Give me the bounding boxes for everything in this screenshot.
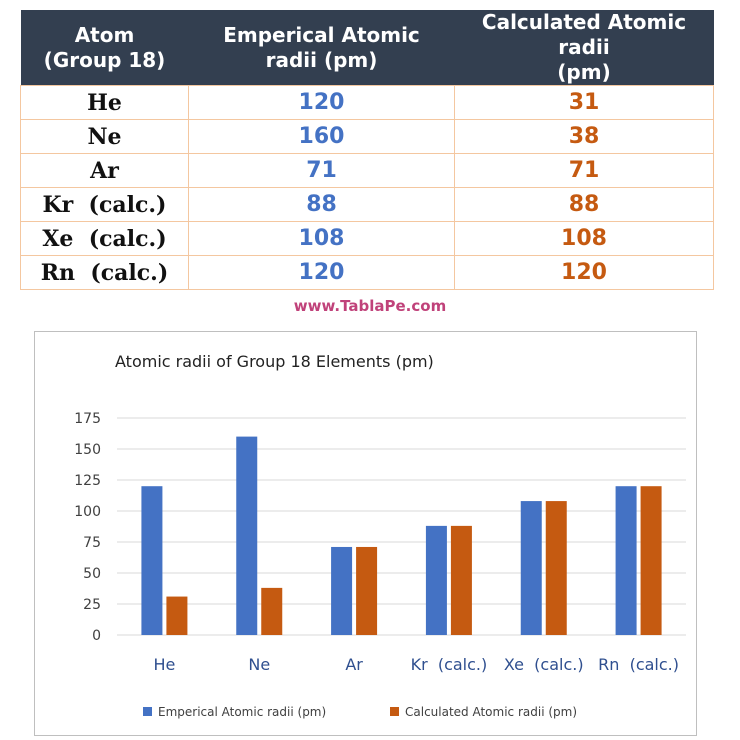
calculated-cell: 38	[454, 119, 714, 154]
empirical-cell: 108	[188, 221, 455, 256]
table-row: Ar 71 71	[20, 153, 714, 188]
x-category-label: Rn (calc.)	[598, 655, 679, 674]
table-row: Ne 160 38	[20, 119, 714, 154]
atom-cell: Ar	[20, 153, 189, 188]
bar-chart: Atomic radii of Group 18 Elements (pm) 0 2…	[74, 352, 686, 719]
legend-swatch	[390, 707, 399, 716]
y-tick-label: 150	[74, 442, 101, 458]
empirical-cell: 71	[188, 153, 455, 188]
calculated-cell: 120	[454, 255, 714, 290]
bar	[520, 501, 542, 635]
bar	[640, 486, 662, 635]
y-tick-label: 75	[83, 535, 101, 551]
y-tick-label: 0	[92, 628, 101, 644]
x-category-label: Xe (calc.)	[504, 655, 584, 674]
empirical-cell: 120	[188, 85, 455, 120]
header-atom: Atom (Group 18)	[20, 10, 189, 86]
calculated-cell: 71	[454, 153, 714, 188]
calculated-cell: 31	[454, 85, 714, 120]
chart-container: Atomic radii of Group 18 Elements (pm) 0 2…	[34, 331, 697, 736]
header-calculated: Calculated Atomic radii (pm)	[454, 10, 714, 86]
y-tick-label: 25	[83, 597, 101, 613]
bar	[261, 587, 283, 635]
bar	[141, 486, 163, 635]
atom-cell: Xe (calc.)	[20, 221, 189, 256]
bar	[166, 596, 188, 635]
header-empirical: Emperical Atomic radii (pm)	[188, 10, 455, 86]
bar	[615, 486, 637, 635]
x-category-label: He	[153, 655, 175, 674]
x-category-label: Kr (calc.)	[411, 655, 488, 674]
chart-title: Atomic radii of Group 18 Elements (pm)	[115, 352, 434, 371]
table-row: Rn (calc.) 120 120	[20, 255, 714, 290]
legend-label: Emperical Atomic radii (pm)	[158, 705, 326, 719]
atom-cell: Ne	[20, 119, 189, 154]
table-row: Kr (calc.) 88 88	[20, 187, 714, 222]
bar	[356, 546, 378, 635]
watermark-text[interactable]: www.TablaPe.com	[293, 297, 447, 315]
bar	[545, 501, 567, 635]
atomic-radii-table: Atom (Group 18) Emperical Atomic radii (…	[20, 10, 714, 290]
y-tick-label: 125	[74, 473, 101, 489]
atom-cell: He	[20, 85, 189, 120]
legend-label: Calculated Atomic radii (pm)	[405, 705, 577, 719]
atom-cell: Rn (calc.)	[20, 255, 189, 290]
table-row: Xe (calc.) 108 108	[20, 221, 714, 256]
calculated-cell: 108	[454, 221, 714, 256]
y-tick-label: 50	[83, 566, 101, 582]
empirical-cell: 160	[188, 119, 455, 154]
table-header-row: Atom (Group 18) Emperical Atomic radii (…	[20, 10, 714, 86]
y-tick-label: 175	[74, 411, 101, 427]
bar	[236, 436, 258, 635]
bar	[450, 525, 472, 635]
legend-swatch	[143, 707, 152, 716]
bar	[425, 525, 447, 635]
table-row: He 120 31	[20, 85, 714, 120]
empirical-cell: 120	[188, 255, 455, 290]
calculated-cell: 88	[454, 187, 714, 222]
x-category-label: Ar	[345, 655, 363, 674]
atom-cell: Kr (calc.)	[20, 187, 189, 222]
x-category-label: Ne	[248, 655, 270, 674]
bar	[331, 546, 353, 635]
y-tick-label: 100	[74, 504, 101, 520]
empirical-cell: 88	[188, 187, 455, 222]
